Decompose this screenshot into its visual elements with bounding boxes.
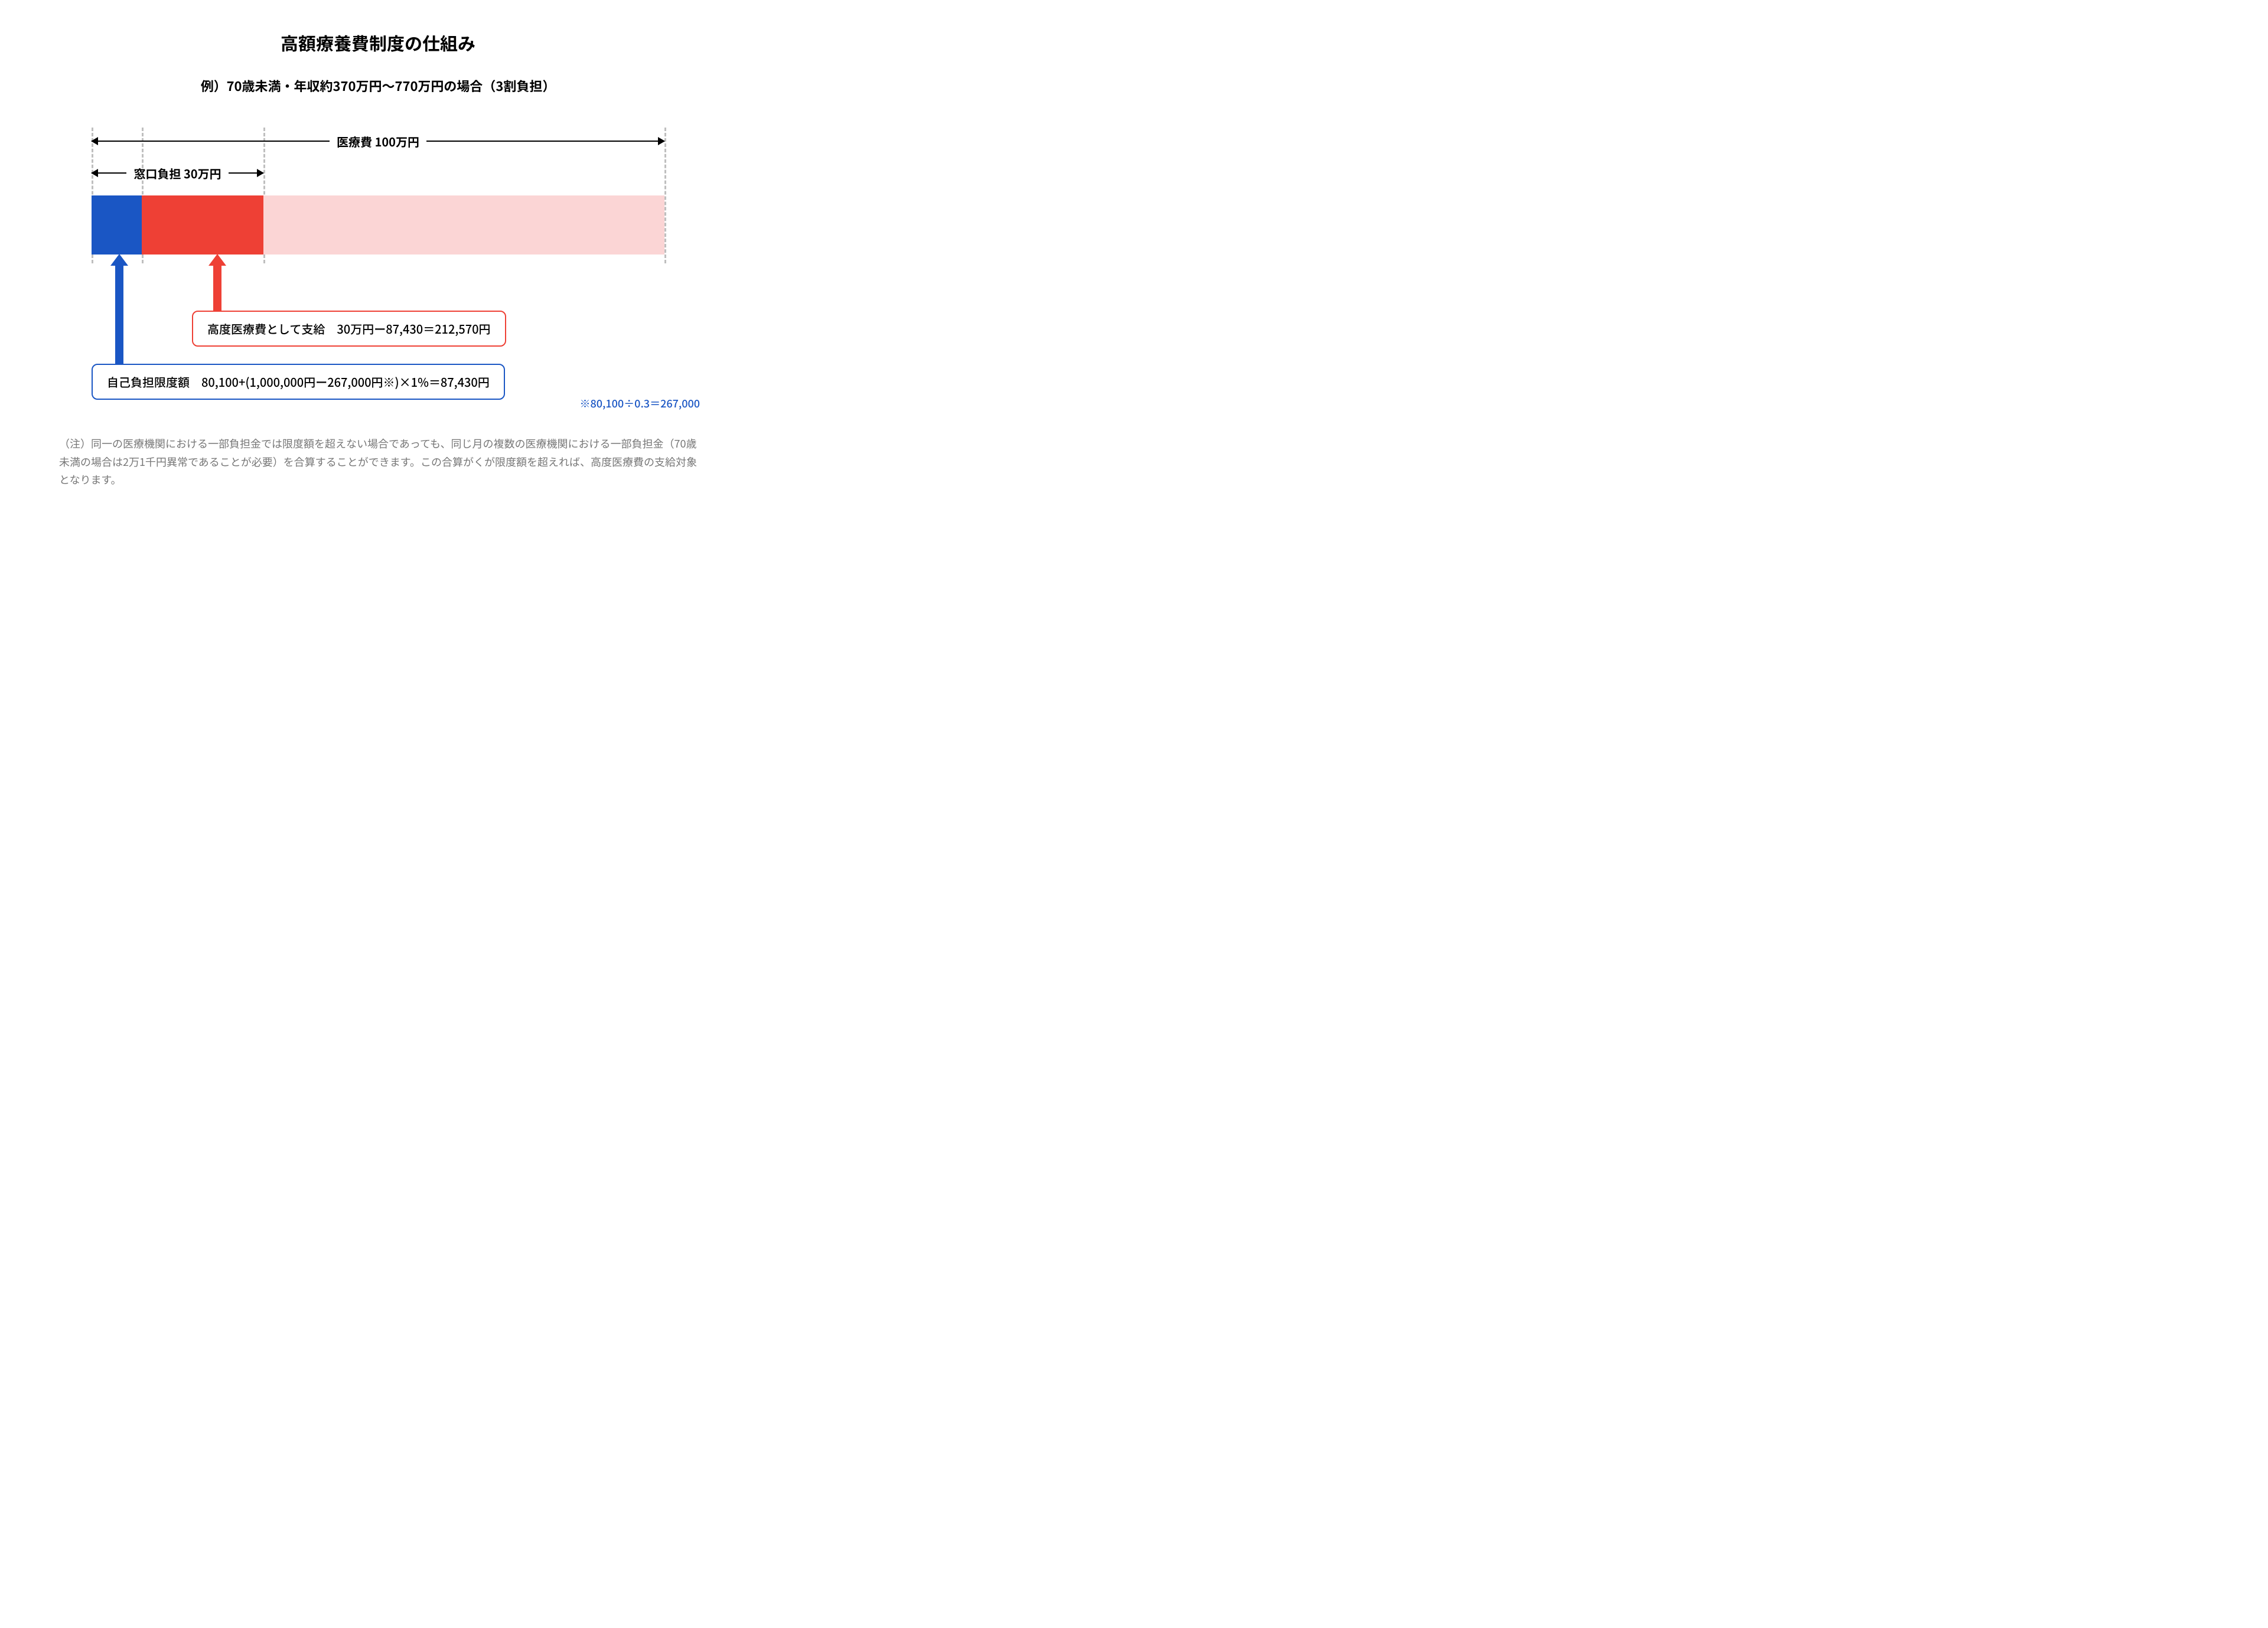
bar-segment-self-pay-limit — [92, 195, 142, 255]
callout-arrow-blue — [114, 263, 125, 373]
bar-segment-remainder — [263, 195, 664, 255]
range-label: 窓口負担 30万円 — [126, 165, 228, 182]
footnote: （注）同一の医療機関における一部負担金では限度額を超えない場合であっても、同じ月… — [59, 435, 697, 489]
range-indicator: 医療費 100万円 — [92, 132, 664, 150]
callouts-area: 高度医療費として支給 30万円ー87,430＝212,570円自己負担限度額 8… — [92, 263, 664, 417]
chart-area: 医療費 100万円窓口負担 30万円 — [92, 128, 664, 263]
range-label: 医療費 100万円 — [330, 133, 426, 150]
guide-line — [664, 128, 666, 263]
callout-box-red: 高度医療費として支給 30万円ー87,430＝212,570円 — [192, 311, 506, 347]
bar-segment-high-cost-benefit — [142, 195, 263, 255]
callout-box-blue: 自己負担限度額 80,100+(1,000,000円ー267,000円※)×1%… — [92, 364, 505, 400]
stacked-bar — [92, 195, 664, 255]
page-title: 高額療養費制度の仕組み — [35, 30, 721, 56]
formula-note: ※80,100÷0.3＝267,000 — [580, 396, 700, 411]
range-indicator: 窓口負担 30万円 — [92, 164, 263, 182]
subtitle: 例）70歳未満・年収約370万円～770万円の場合（3割負担） — [35, 76, 721, 95]
